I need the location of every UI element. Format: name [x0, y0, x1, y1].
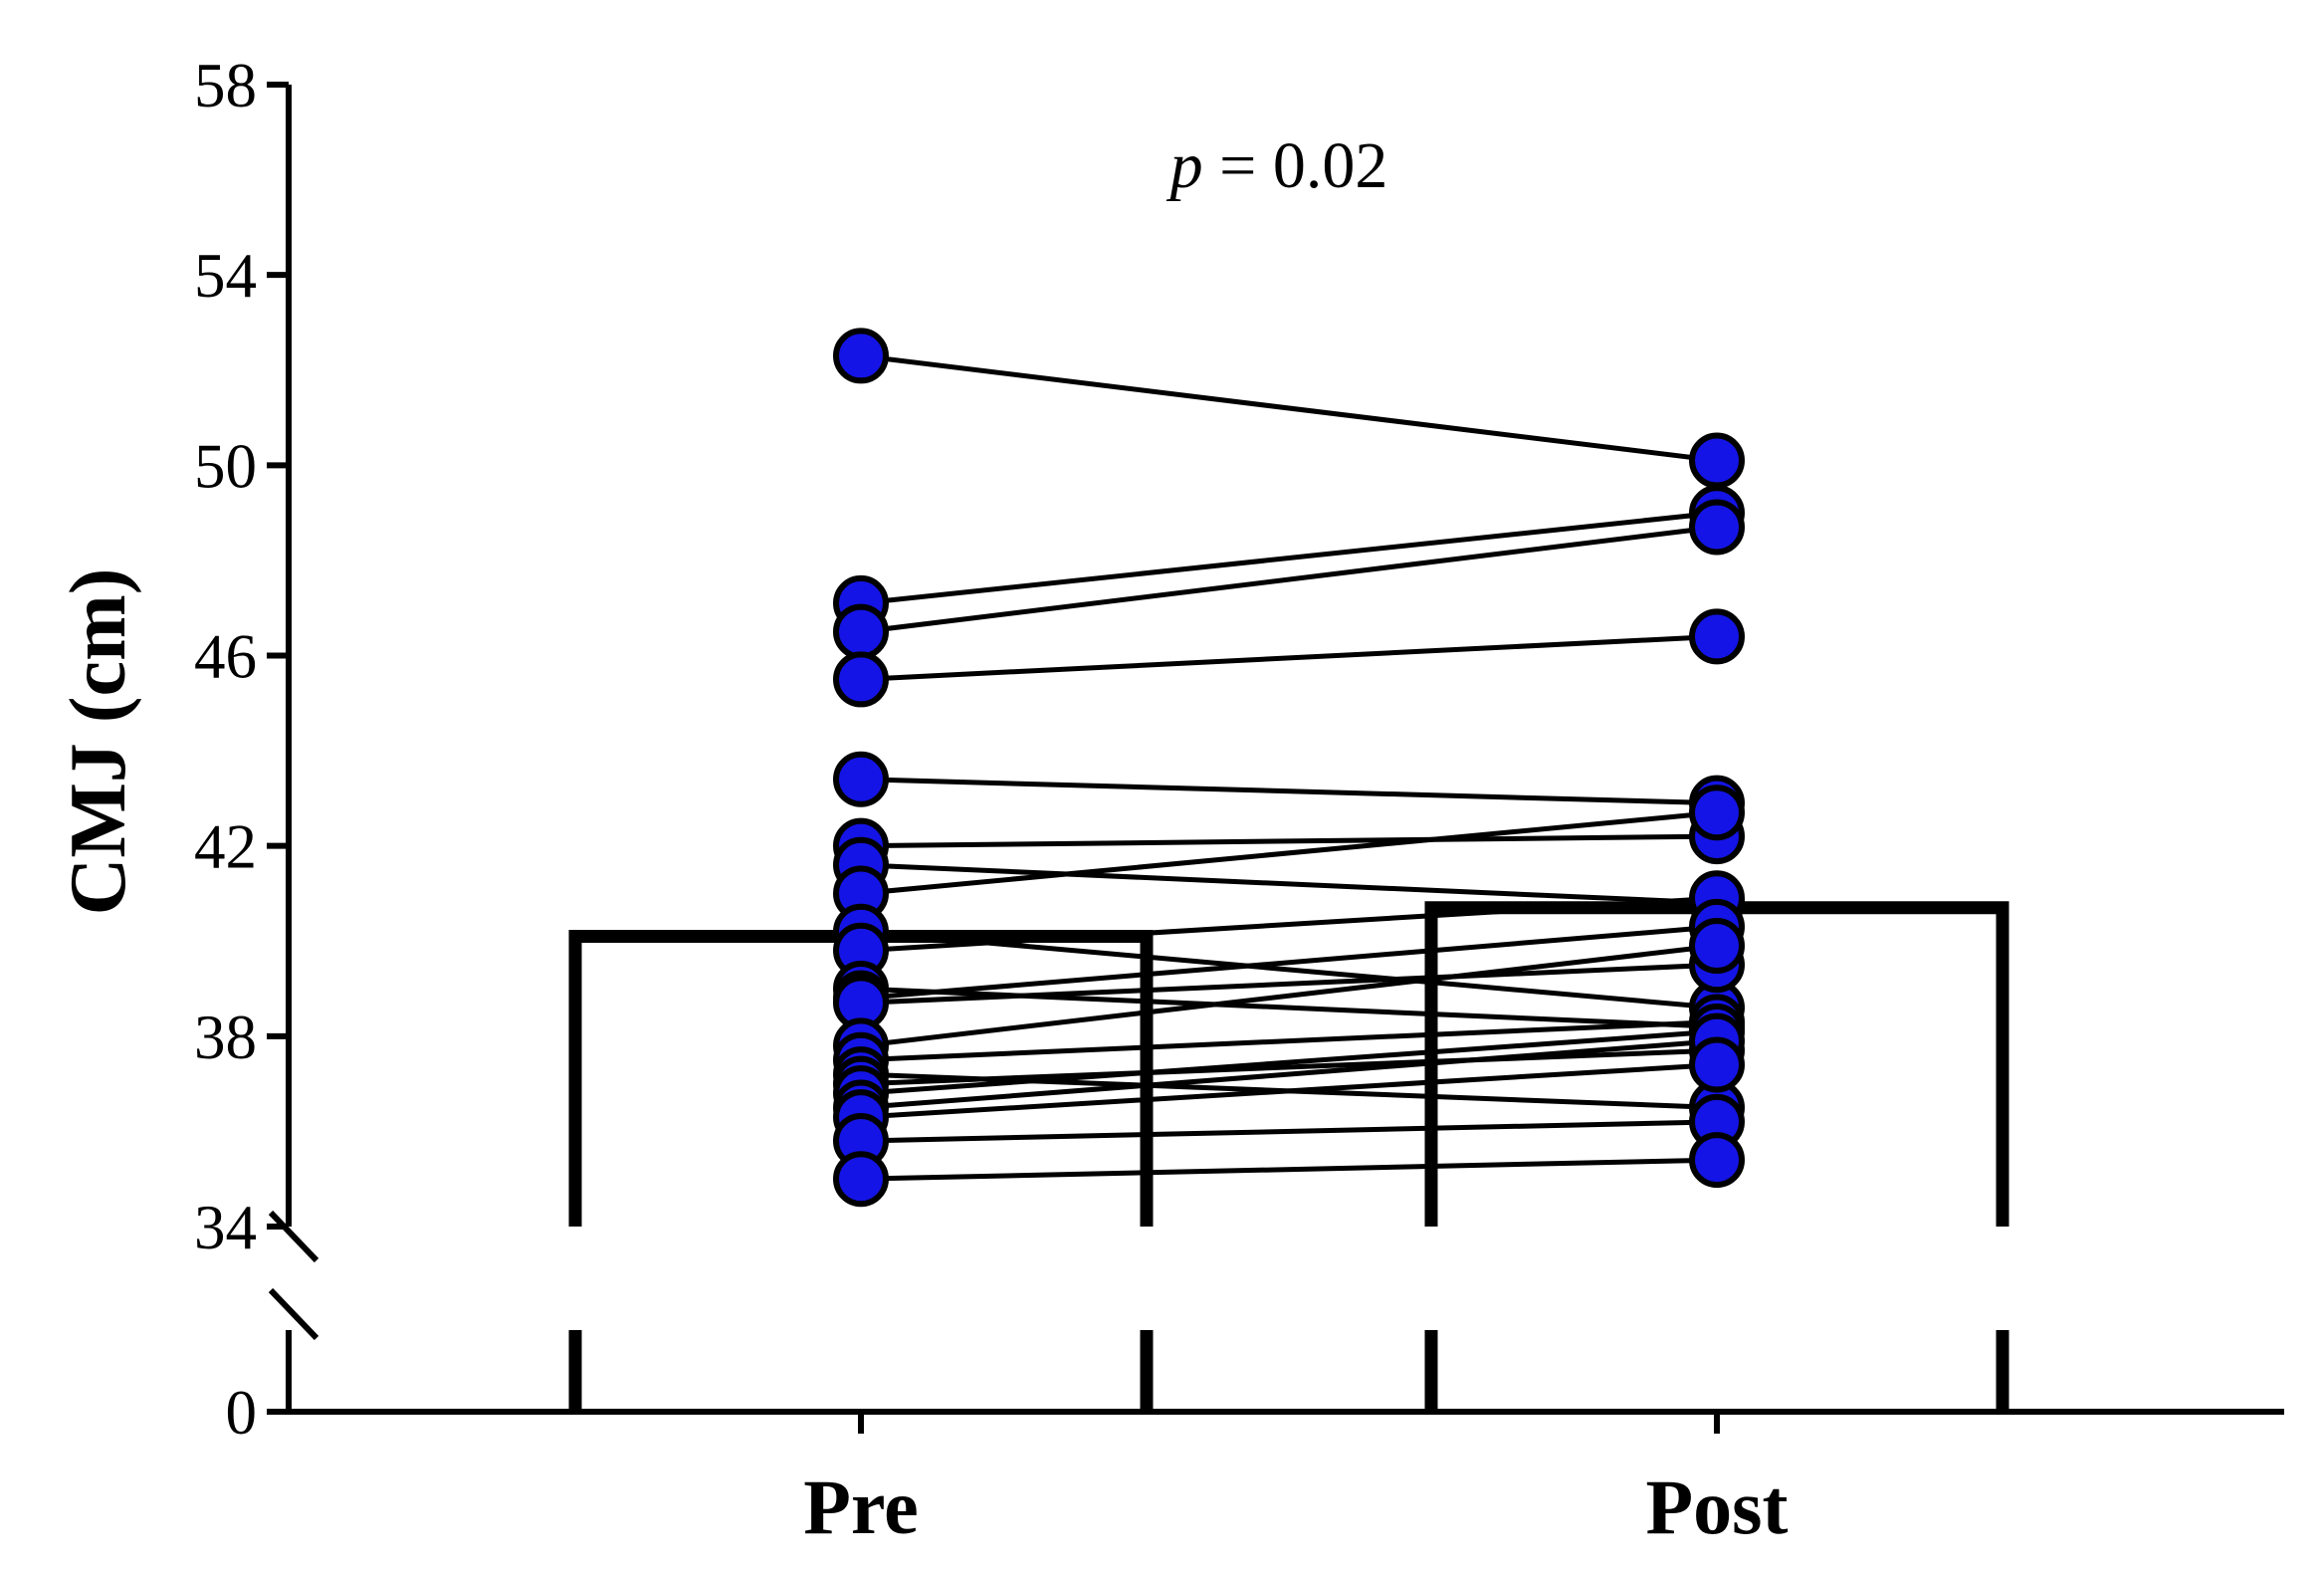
pair-line — [860, 1038, 1718, 1111]
y-tick-label: 58 — [194, 51, 257, 120]
p-value-text: = 0.02 — [1203, 129, 1388, 202]
pair-line — [860, 895, 1718, 954]
y-tick-label: 50 — [194, 431, 257, 501]
pair-line — [860, 862, 1718, 906]
y-tick-label: 42 — [194, 812, 257, 882]
y-tick-label: 54 — [194, 241, 257, 311]
pair-line — [860, 1157, 1718, 1182]
pair-line — [860, 524, 1718, 635]
data-point-pre — [833, 1151, 889, 1208]
y-tick-label: 0 — [226, 1378, 258, 1448]
pair-line — [860, 1062, 1718, 1120]
data-point-post — [1689, 918, 1745, 975]
axis-break-mark — [268, 1287, 319, 1341]
y-tick-label: 34 — [194, 1193, 257, 1262]
pair-line — [860, 943, 1718, 1048]
pair-line — [860, 809, 1718, 896]
axis-break-mark — [268, 1210, 319, 1263]
data-point-pre — [833, 603, 889, 660]
x-tick-label-post: Post — [1646, 1463, 1789, 1550]
data-point-post — [1689, 608, 1745, 665]
axes-layer — [267, 82, 2284, 1434]
pair-line — [860, 1018, 1718, 1063]
p-value-symbol: p — [1166, 129, 1203, 202]
pair-line — [860, 1047, 1718, 1087]
pair-lines-layer — [860, 352, 1718, 1182]
data-point-post — [1689, 499, 1745, 556]
pair-line — [860, 777, 1718, 806]
data-point-post — [1689, 1132, 1745, 1189]
x-tick-label-pre: Pre — [803, 1463, 918, 1550]
pair-line — [860, 1028, 1718, 1096]
points-layer — [833, 328, 1745, 1208]
pair-line — [860, 633, 1718, 682]
pair-line — [860, 1119, 1718, 1144]
pair-line — [860, 833, 1718, 849]
data-point-pre — [833, 328, 889, 384]
data-point-post — [1689, 1036, 1745, 1093]
p-value-annotation: p = 0.02 — [1166, 129, 1388, 202]
pair-line — [860, 962, 1718, 1006]
pair-line — [860, 924, 1718, 1002]
data-point-post — [1689, 432, 1745, 489]
pair-line — [860, 510, 1718, 606]
y-axis-title: CMJ (cm) — [55, 568, 142, 916]
labels-layer: CMJ (cm) p = 0.02 0 34 38 42 46 50 54 58 Pre Post — [55, 51, 1789, 1550]
y-tick-label: 38 — [194, 1003, 257, 1072]
data-point-pre — [833, 651, 889, 708]
data-point-pre — [833, 751, 889, 807]
y-tick-label: 46 — [194, 622, 257, 692]
pair-line — [860, 352, 1718, 464]
data-point-post — [1689, 785, 1745, 841]
